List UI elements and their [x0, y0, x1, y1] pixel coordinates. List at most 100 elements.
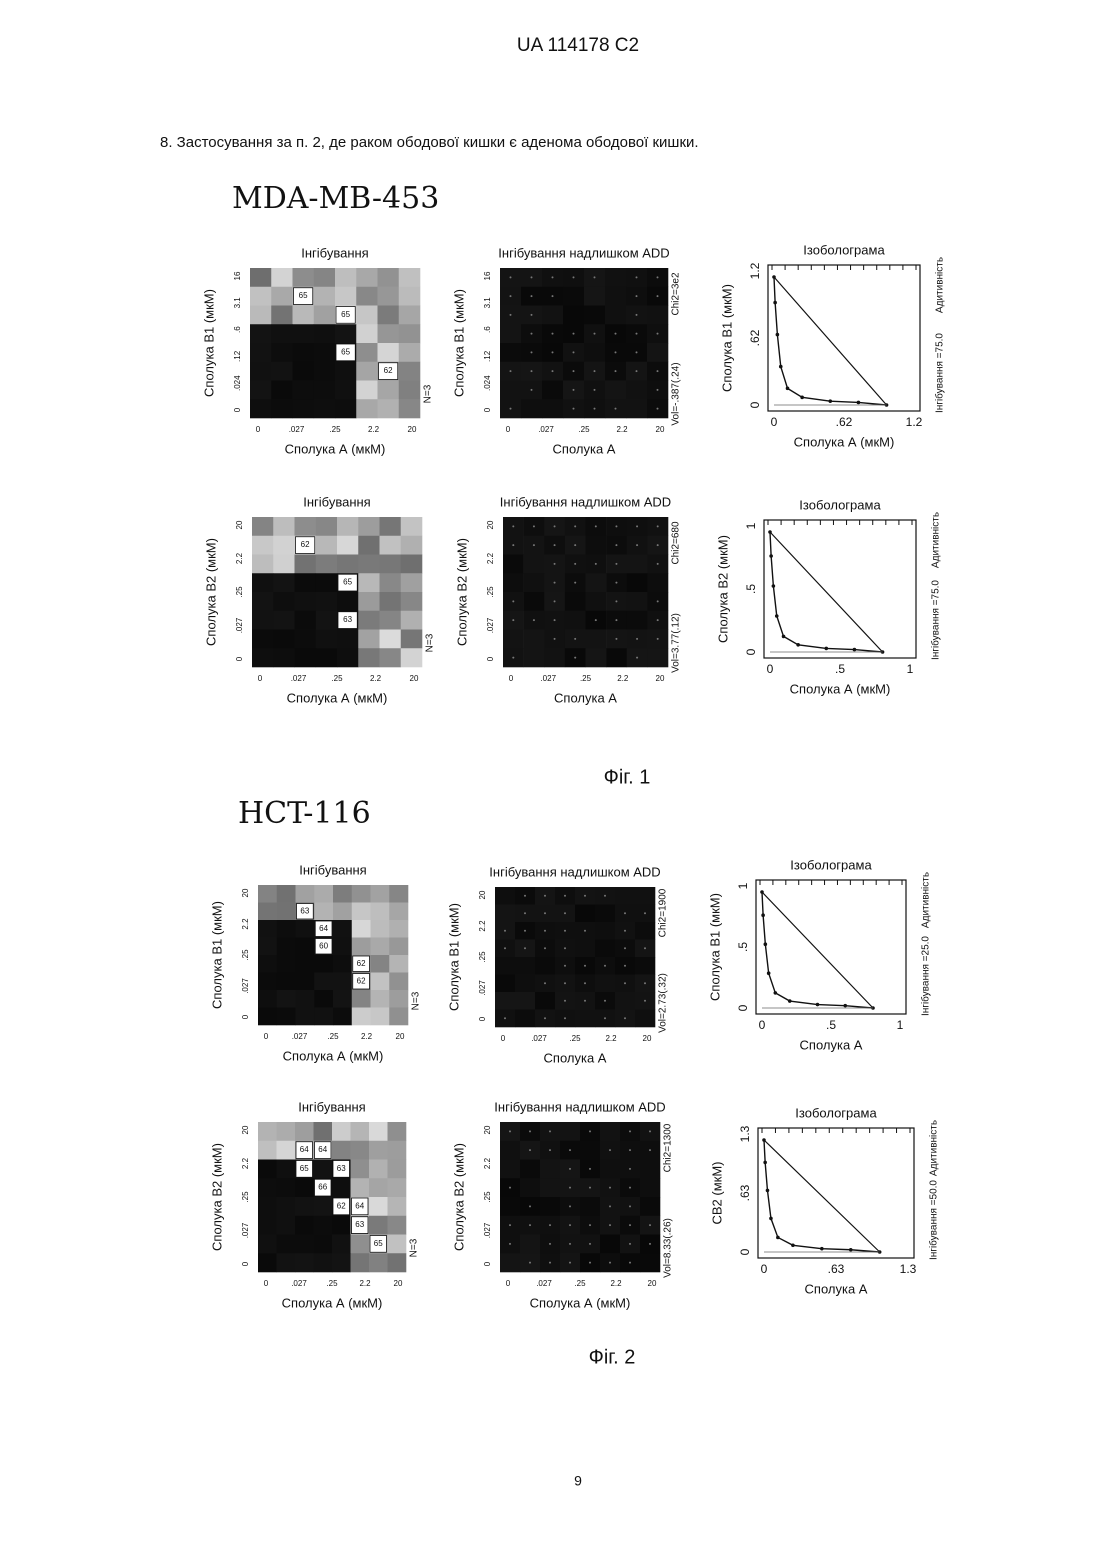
cell-dot	[533, 619, 535, 621]
heatmap-cell	[535, 992, 555, 1010]
x-axis-label: Сполука А	[553, 441, 616, 456]
heatmap-cell	[314, 362, 336, 381]
cell-dot	[615, 544, 617, 546]
cell-dot	[629, 1149, 631, 1151]
y-tick-label: .25	[241, 949, 250, 961]
heatmap-cell	[314, 399, 336, 418]
cell-label: 64	[300, 1145, 309, 1154]
cell-dot	[549, 1224, 551, 1226]
heatmap-cell	[316, 517, 338, 536]
heatmap-cell	[316, 536, 338, 555]
heatmap-cell	[584, 343, 605, 362]
heatmap-cell	[389, 920, 408, 938]
y-tick-label: .25	[241, 1191, 250, 1203]
heatmap-cell	[351, 1122, 370, 1141]
cell-dot	[594, 389, 596, 391]
cell-dot	[636, 333, 638, 335]
cell-dot	[504, 1017, 506, 1019]
heatmap-cell	[635, 887, 655, 905]
cell-label: 66	[318, 1183, 327, 1192]
isobole-point	[824, 647, 828, 651]
heatmap-cell	[271, 268, 293, 287]
heatmap-cell	[258, 973, 277, 991]
heatmap-cell	[520, 1160, 540, 1179]
cell-dot	[544, 895, 546, 897]
y-axis-label: CB2 (мкМ)	[709, 1161, 724, 1224]
heatmap-cell	[356, 399, 378, 418]
cell-dot	[544, 982, 546, 984]
side-note: Адитивність	[931, 512, 942, 568]
cell-dot	[533, 544, 535, 546]
cell-dot	[573, 333, 575, 335]
cell-dot	[569, 1149, 571, 1151]
heatmap-cell	[335, 362, 357, 381]
heatmap-cell	[337, 555, 359, 574]
y-tick-label: .25	[235, 586, 244, 598]
heatmap-cell	[296, 920, 315, 938]
cell-dot	[615, 408, 617, 410]
heatmap-cell	[316, 555, 338, 574]
y-axis-label: Сполука В1 (мкМ)	[719, 284, 734, 392]
heatmap-cell	[358, 611, 380, 630]
cell-dot	[595, 619, 597, 621]
side-note: N=3	[409, 1238, 420, 1257]
heatmap-cell	[401, 573, 423, 592]
isobole-point	[760, 890, 764, 894]
heatmap-cell	[399, 324, 421, 343]
heatmap-cell	[380, 536, 402, 555]
cell-dot	[552, 333, 554, 335]
x-tick-label: 2.2	[368, 425, 380, 434]
cell-dot	[629, 1130, 631, 1132]
x-tick-label: .027	[289, 425, 305, 434]
heatmap-cell	[293, 306, 315, 325]
heatmap-cell	[258, 1197, 277, 1216]
heatmap-cell	[595, 940, 615, 958]
x-tick-label: 20	[656, 425, 665, 434]
y-tick-label: 0	[233, 407, 242, 412]
heatmap-cell	[600, 1122, 620, 1141]
x-tick-label: 2.2	[610, 1279, 622, 1288]
panel-title: Інгібування	[301, 245, 368, 260]
heatmap-cell	[389, 903, 408, 921]
heatmap-cell	[252, 592, 274, 611]
side-note: N=3	[411, 991, 422, 1010]
heatmap-cell	[358, 648, 380, 667]
heatmap-cell	[389, 990, 408, 1008]
x-tick-label: 1.3	[900, 1262, 917, 1276]
y-tick-label: .6	[483, 326, 492, 333]
heatmap-cell	[627, 573, 648, 592]
cell-dot	[636, 657, 638, 659]
heatmap-cell	[563, 306, 584, 325]
y-tick-label: .62	[748, 329, 762, 346]
heatmap-cell	[524, 592, 545, 611]
y-tick-label: .12	[483, 350, 492, 362]
x-tick-label: .25	[329, 425, 341, 434]
heatmap-cell	[250, 268, 272, 287]
heatmap-cell	[542, 306, 563, 325]
y-tick-label: .6	[233, 326, 242, 333]
figure-caption: Фіг. 1	[604, 766, 651, 788]
heatmap-cell	[524, 555, 545, 574]
y-axis-label: Сполука В2 (мкМ)	[715, 535, 730, 643]
y-tick-label: .027	[241, 978, 250, 994]
heatmap-cell	[352, 990, 371, 1008]
heatmap-cell	[337, 517, 359, 536]
heatmap-cell	[575, 905, 595, 923]
side-note: Адитивність	[935, 257, 946, 313]
isobole-point	[762, 1138, 766, 1142]
heatmap-cell	[586, 592, 607, 611]
panel-title: Інгібування	[299, 862, 366, 877]
heatmap-cell	[314, 287, 336, 306]
heatmap-cell	[314, 268, 336, 287]
heatmap-cell	[351, 1160, 370, 1179]
y-tick-label: .25	[478, 951, 487, 963]
cell-dot	[615, 619, 617, 621]
heatmap-cell	[595, 922, 615, 940]
heatmap-cell	[389, 885, 408, 903]
heatmap-cell	[293, 343, 315, 362]
heatmap-cell	[371, 920, 390, 938]
heatmap-cell	[378, 268, 400, 287]
cell-dot	[524, 930, 526, 932]
y-axis-label: Сполука В1 (мкМ)	[446, 903, 461, 1011]
y-tick-label: 3.1	[483, 297, 492, 309]
